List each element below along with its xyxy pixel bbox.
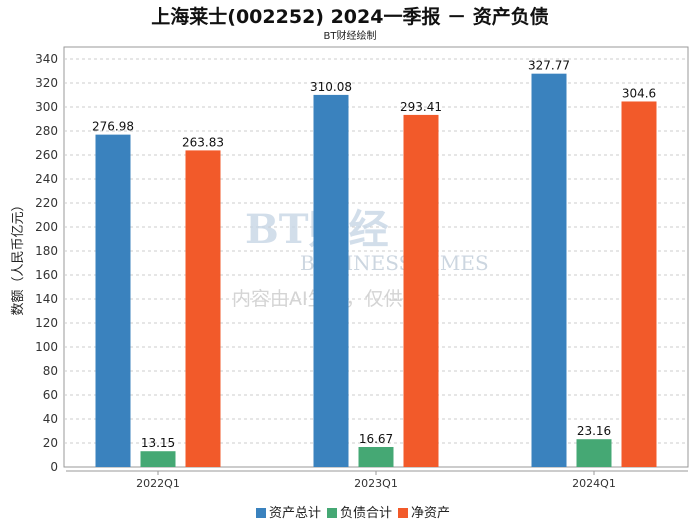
y-axis-label: 数额（人民币亿元）	[11, 198, 26, 315]
y-tick-label: 220	[35, 196, 58, 210]
bar	[313, 94, 349, 468]
bar	[140, 451, 176, 467]
y-tick-label: 340	[35, 52, 58, 66]
data-label: 16.67	[359, 432, 393, 446]
data-label: 13.15	[141, 436, 175, 450]
y-tick-label: 180	[35, 244, 58, 258]
bar	[95, 134, 131, 467]
y-tick-label: 0	[50, 460, 58, 474]
data-label: 293.41	[400, 100, 442, 114]
y-tick-label: 40	[43, 412, 58, 426]
legend-label: 净资产	[411, 506, 451, 521]
data-label: 310.08	[310, 80, 352, 94]
data-label: 263.83	[182, 135, 224, 149]
legend-label: 资产总计	[268, 506, 321, 521]
data-label: 23.16	[577, 424, 611, 438]
x-tick-label: 2024Q1	[572, 477, 616, 490]
bar	[185, 150, 221, 468]
y-tick-label: 240	[35, 172, 58, 186]
y-tick-label: 260	[35, 148, 58, 162]
x-tick-label: 2023Q1	[354, 477, 398, 490]
legend: 资产总计 负债合计 净资产	[0, 502, 700, 521]
legend-swatch	[255, 508, 266, 518]
legend-swatch	[398, 508, 408, 518]
y-tick-label: 100	[35, 340, 58, 354]
bar	[531, 73, 567, 468]
y-tick-label: 280	[35, 124, 58, 138]
y-tick-label: 300	[35, 100, 58, 114]
bar	[403, 114, 439, 468]
legend-label: 负债合计	[339, 506, 392, 521]
bar	[358, 446, 394, 467]
bar	[576, 439, 612, 467]
bar	[621, 101, 657, 467]
y-tick-label: 60	[43, 388, 58, 402]
y-tick-label: 20	[43, 436, 58, 450]
y-tick-label: 160	[35, 268, 58, 282]
legend-swatch	[326, 508, 337, 518]
y-tick-label: 320	[35, 76, 58, 90]
x-tick-label: 2022Q1	[136, 477, 180, 490]
data-label: 327.77	[528, 59, 570, 73]
data-label: 276.98	[92, 120, 134, 134]
y-tick-label: 80	[43, 364, 58, 378]
data-label: 304.6	[622, 86, 656, 100]
chart-title: 上海莱士(002252) 2024一季报 － 资产负债	[151, 6, 549, 28]
y-tick-label: 200	[35, 220, 58, 234]
y-tick-label: 140	[35, 292, 58, 306]
chart-subtitle: BT财经绘制	[323, 31, 377, 42]
y-tick-label: 120	[35, 316, 58, 330]
